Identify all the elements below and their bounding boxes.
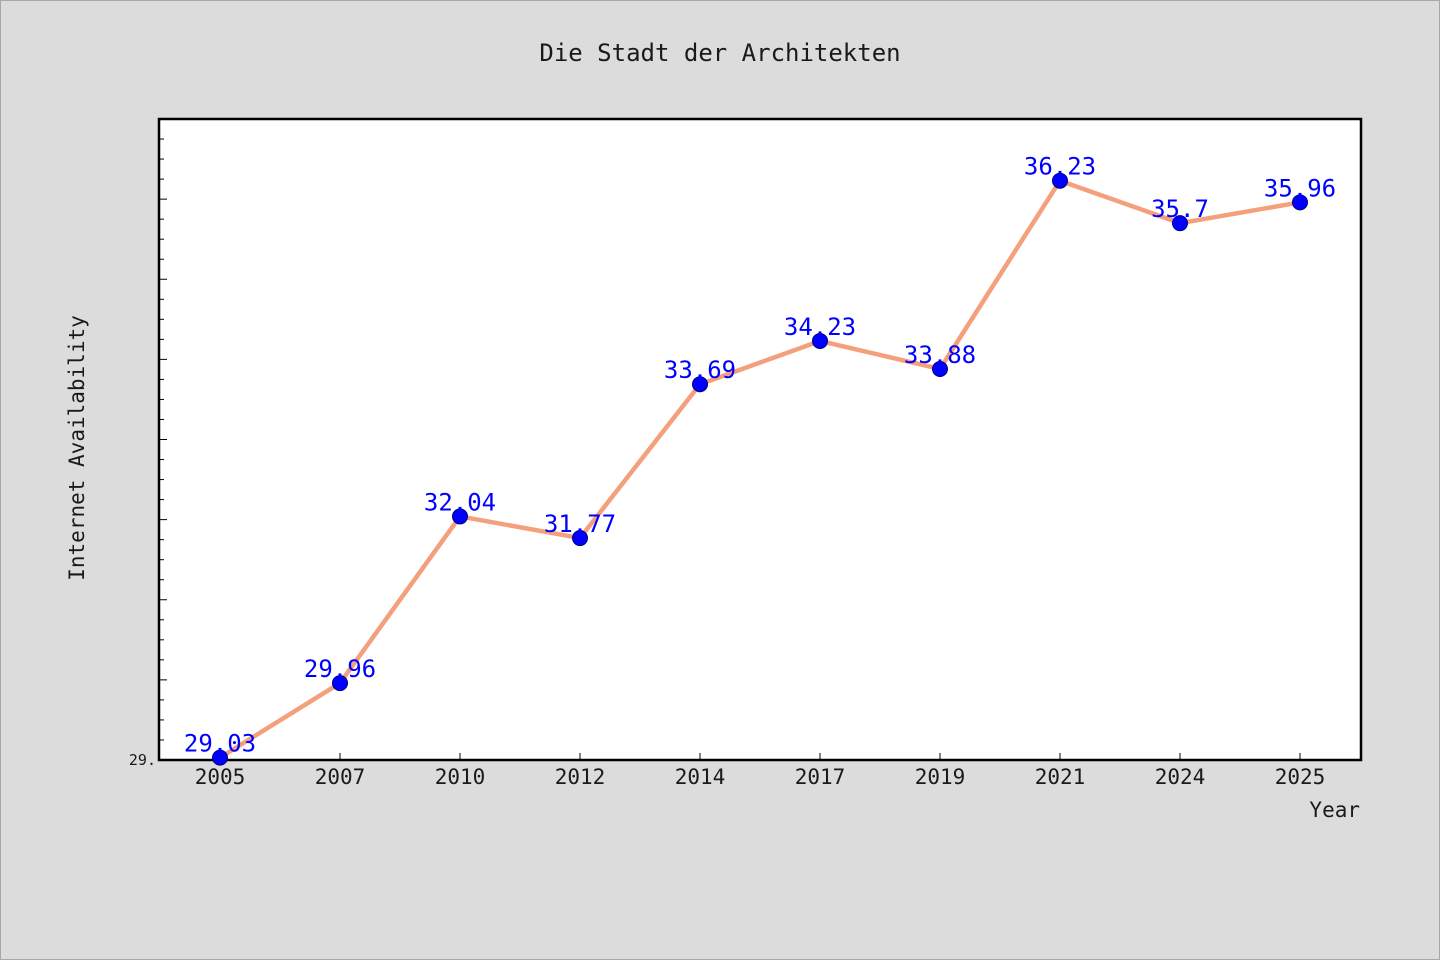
data-label: 33.69 xyxy=(664,356,736,384)
x-axis-label: Year xyxy=(1309,798,1360,822)
series-line xyxy=(217,178,1303,760)
data-label: 35.7 xyxy=(1151,195,1209,223)
data-point xyxy=(932,360,948,377)
data-label: 32.04 xyxy=(424,488,496,516)
data-label: 35.96 xyxy=(1264,174,1336,202)
y-tick-label: 29. xyxy=(129,751,156,769)
chart-title: Die Stadt der Architekten xyxy=(539,39,900,67)
data-point xyxy=(1052,172,1068,189)
data-point xyxy=(1292,194,1308,211)
x-tick-label: 2024 xyxy=(1155,765,1206,789)
data-label: 29.96 xyxy=(304,655,376,683)
data-point xyxy=(572,530,588,547)
data-label: 34.23 xyxy=(784,313,856,341)
data-point xyxy=(452,508,468,525)
x-tick-label: 2021 xyxy=(1035,765,1086,789)
x-tick-label: 2025 xyxy=(1275,765,1326,789)
series-group xyxy=(212,172,1308,766)
y-axis-ticks: 29. xyxy=(129,118,167,769)
data-point xyxy=(692,376,708,393)
x-tick-label: 2007 xyxy=(315,765,366,789)
x-tick-label: 2014 xyxy=(675,765,726,789)
x-tick-label: 2010 xyxy=(435,765,486,789)
data-point xyxy=(212,749,228,766)
data-point xyxy=(332,675,348,692)
data-label: 36.23 xyxy=(1024,153,1096,181)
data-label: 29.03 xyxy=(184,730,256,758)
x-axis-ticks: 2005 2007 2010 2012 2014 2017 2019 2021 2024 2025 xyxy=(195,753,1326,789)
x-tick-label: 2019 xyxy=(915,765,966,789)
x-tick-label: 2005 xyxy=(195,765,246,789)
x-tick-label: 2012 xyxy=(555,765,606,789)
data-label: 31.77 xyxy=(544,510,616,538)
x-tick-label: 2017 xyxy=(795,765,846,789)
data-label: 33.88 xyxy=(904,341,976,369)
data-label-group: 29.03 29.96 32.04 31.77 33.69 34.23 33.88 36.23… xyxy=(184,153,1336,758)
y-axis-label: Internet Availability xyxy=(65,315,89,581)
data-point xyxy=(812,332,828,349)
data-point xyxy=(1172,215,1188,232)
